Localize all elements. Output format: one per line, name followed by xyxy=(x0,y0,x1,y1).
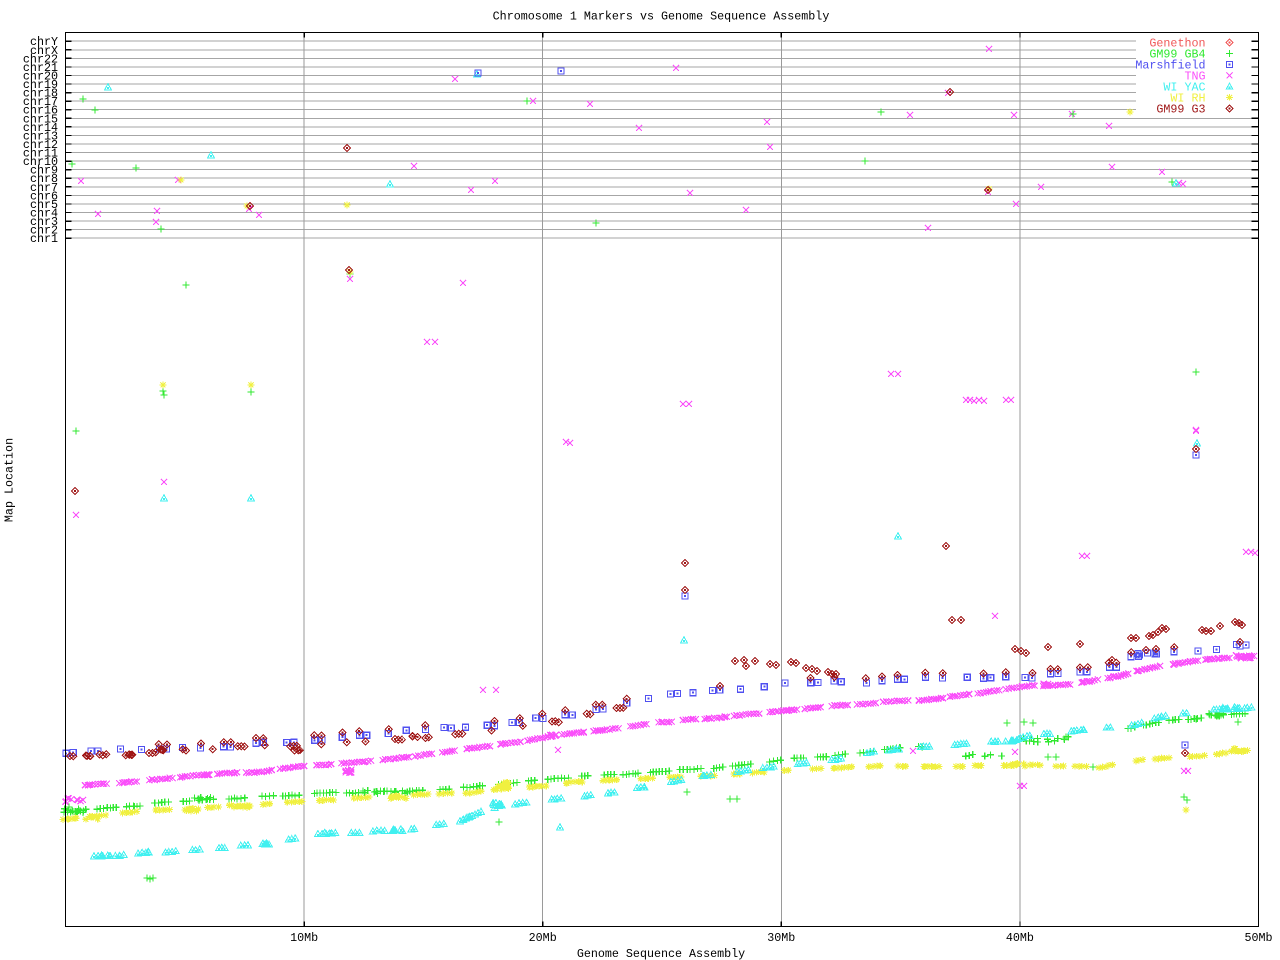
svg-text:chr12: chr12 xyxy=(23,138,58,152)
svg-text:chrX: chrX xyxy=(30,44,58,58)
svg-text:WI RH: WI RH xyxy=(1170,91,1205,105)
svg-text:chr7: chr7 xyxy=(30,181,58,195)
svg-text:chr22: chr22 xyxy=(23,52,58,66)
svg-text:50Mb: 50Mb xyxy=(1244,931,1272,945)
svg-text:chr16: chr16 xyxy=(23,104,58,118)
svg-text:GM99 G3: GM99 G3 xyxy=(1156,102,1205,116)
svg-text:Genethon: Genethon xyxy=(1149,37,1205,51)
svg-text:10Mb: 10Mb xyxy=(290,931,318,945)
svg-text:chr13: chr13 xyxy=(23,129,58,143)
svg-text:Map Location: Map Location xyxy=(3,438,17,522)
svg-text:chr18: chr18 xyxy=(23,87,58,101)
svg-text:GM99 GB4: GM99 GB4 xyxy=(1149,48,1205,62)
svg-text:Genome Sequence Assembly: Genome Sequence Assembly xyxy=(577,947,745,960)
svg-text:chr21: chr21 xyxy=(23,61,58,75)
svg-text:chrY: chrY xyxy=(30,35,58,49)
svg-text:chr19: chr19 xyxy=(23,78,58,92)
svg-text:chr11: chr11 xyxy=(23,147,58,161)
svg-text:chr15: chr15 xyxy=(23,112,58,126)
svg-text:WI YAC: WI YAC xyxy=(1163,80,1205,94)
svg-text:chr9: chr9 xyxy=(30,164,58,178)
svg-text:Marshfield: Marshfield xyxy=(1135,59,1205,73)
svg-text:chr8: chr8 xyxy=(30,172,58,186)
svg-text:chr5: chr5 xyxy=(30,198,58,212)
svg-text:40Mb: 40Mb xyxy=(1006,931,1034,945)
svg-text:chr6: chr6 xyxy=(30,189,58,203)
svg-text:chr17: chr17 xyxy=(23,95,58,109)
svg-text:Chromosome 1 Markers vs Genome: Chromosome 1 Markers vs Genome Sequence … xyxy=(493,10,830,24)
svg-text:TNG: TNG xyxy=(1184,69,1205,83)
svg-text:chr1: chr1 xyxy=(30,232,58,246)
svg-text:30Mb: 30Mb xyxy=(767,931,795,945)
svg-text:chr3: chr3 xyxy=(30,215,58,229)
svg-text:chr2: chr2 xyxy=(30,224,58,238)
svg-text:20Mb: 20Mb xyxy=(529,931,557,945)
svg-text:chr4: chr4 xyxy=(30,207,58,221)
svg-text:chr14: chr14 xyxy=(23,121,58,135)
svg-text:chr20: chr20 xyxy=(23,70,58,84)
svg-text:chr10: chr10 xyxy=(23,155,58,169)
